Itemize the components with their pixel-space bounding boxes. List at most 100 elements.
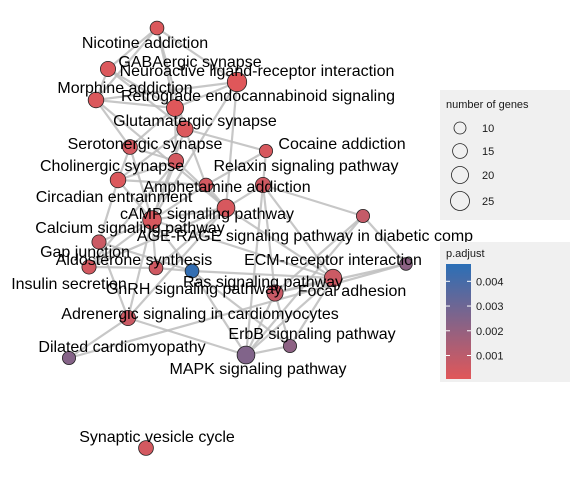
node-label-glutamatergic-synapse: Glutamatergic synapse [113,113,277,130]
edge-adrenergic-signaling-in-cardiomyocytes--mapk-signaling-pathway [127,316,247,357]
node-focal-adhesion [266,284,284,302]
node-neuroactive-ligand-receptor-interaction [226,71,248,93]
node-label-focal-adhesion: Focal adhesion [298,283,407,300]
node-aldosterone-synthesis [148,260,164,276]
node-label-dilated-cardiomyopathy: Dilated cardiomyopathy [38,339,205,356]
node-synaptic-vesicle-cycle [138,440,154,456]
edge-morphine-addiction--serotonergic-synapse [95,99,131,148]
node-label-insulin-secretion: Insulin secretion [11,276,127,293]
edge-ras-signaling-pathway--gnrh-signaling-pathway [191,269,334,280]
edge-ecm-receptor-interaction--dilated-cardiomyopathy [68,262,407,360]
edge-cholinergic-synapse--calcium-signaling-pathway [150,160,178,221]
node-gabaergic-synapse [100,61,117,78]
edge-cholinergic-synapse--circadian-entrainment [117,159,177,182]
edge-gap-junction--gnrh-signaling-pathway [98,240,193,273]
edge-gabaergic-synapse--retrograde-endocannabinoid-signaling [107,68,176,109]
color-legend-title: p.adjust [446,248,485,260]
edge-aldosterone-synthesis--insulin-secretion [88,265,157,270]
edge-glutamatergic-synapse--amphetamine-addiction [183,128,208,186]
edge-gap-junction--adrenergic-signaling-in-cardiomyocytes [97,241,130,319]
node-label-retrograde-endocannabinoid-signaling: Retrograde endocannabinoid signaling [121,88,395,105]
node-label-synaptic-vesicle-cycle: Synaptic vesicle cycle [79,429,235,446]
node-nicotine-addiction [149,20,165,36]
color-legend-tick-label: 0.001 [476,351,504,363]
color-legend-tick-label: 0.004 [476,276,504,288]
node-dilated-cardiomyopathy [62,350,77,365]
node-label-adrenergic-signaling-in-cardiomyocytes: Adrenergic signaling in cardiomyocytes [61,306,338,323]
color-legend-bar [446,264,471,379]
node-adrenergic-signaling-in-cardiomyocytes [120,309,137,326]
edge-cocaine-addiction--amphetamine-addiction [205,150,267,186]
node-relaxin-signaling-pathway [254,176,271,193]
edge-gabaergic-synapse--glutamatergic-synapse [107,68,186,130]
color-legend-tick-label: 0.003 [476,301,504,313]
node-label-aldosterone-synthesis: Aldosterone synthesis [56,252,213,269]
color-legend-tick-label: 0.002 [476,326,504,338]
node-label-gnrh-signaling-pathway: GnRH signaling pathway [106,281,282,298]
edge-nicotine-addiction--neuroactive-ligand-receptor-interaction [156,27,238,83]
edge-camp-signaling-pathway--adrenergic-signaling-in-cardiomyocytes [127,207,227,319]
label-layer: Nicotine addiction GABAergic synapseNeuro… [11,35,473,446]
node-label-camp-signaling-pathway: cAMP signaling pathway [120,206,294,223]
edge-neuroactive-ligand-receptor-interaction--retrograde-endocannabinoid-signaling [174,80,238,110]
node-label-age-rage-signaling-pathway-in-diabetic-comp: AGE-RAGE signaling pathway in diabetic c… [137,228,473,245]
node-gnrh-signaling-pathway [184,263,200,279]
size-legend: 10 15 20 25 [450,121,494,211]
node-label-relaxin-signaling-pathway: Relaxin signaling pathway [214,158,399,175]
node-retrograde-endocannabinoid-signaling [166,99,184,117]
edge-neuroactive-ligand-receptor-interaction--calcium-signaling-pathway [151,81,238,221]
edge-age-rage-signaling-pathway-in-diabetic-comp--ecm-receptor-interaction [362,215,407,265]
node-label-amphetamine-addiction: Amphetamine addiction [143,179,310,196]
size-legend-label-20: 20 [482,170,494,182]
edge-adrenergic-signaling-in-cardiomyocytes--dilated-cardiomyopathy [68,317,129,359]
node-age-rage-signaling-pathway-in-diabetic-comp [355,208,370,223]
edge-camp-signaling-pathway--insulin-secretion [88,206,227,269]
node-amphetamine-addiction [198,177,214,193]
edge-ras-signaling-pathway--erbb-signaling-pathway [289,277,334,347]
size-legend-label-10: 10 [482,123,494,135]
node-layer [62,20,413,456]
node-camp-signaling-pathway [216,198,236,218]
edge-nicotine-addiction--gabaergic-synapse [107,27,158,70]
node-cholinergic-synapse [167,152,184,169]
node-label-circadian-entrainment: Circadian entrainment [36,189,193,206]
edge-age-rage-signaling-pathway-in-diabetic-comp--focal-adhesion [274,215,364,294]
node-label-ecm-receptor-interaction: ECM-receptor interaction [244,252,422,269]
size-legend-label-25: 25 [482,196,494,208]
node-insulin-secretion [81,259,97,275]
edge-circadian-entrainment--amphetamine-addiction [117,178,207,187]
node-serotonergic-synapse [122,139,138,155]
size-legend-circle-25 [450,191,470,211]
edge-neuroactive-ligand-receptor-interaction--morphine-addiction [95,80,238,102]
edge-ras-signaling-pathway--focal-adhesion [274,276,334,295]
edge-ras-signaling-pathway--mapk-signaling-pathway [245,277,334,356]
edge-focal-adhesion--mapk-signaling-pathway [245,292,276,356]
edge-calcium-signaling-pathway--adrenergic-signaling-in-cardiomyocytes [126,219,154,319]
node-glutamatergic-synapse [176,120,194,138]
node-cocaine-addiction [258,143,273,158]
edge-gnrh-signaling-pathway--erbb-signaling-pathway [191,270,291,347]
node-label-calcium-signaling-pathway: Calcium signaling pathway [35,220,224,237]
edge-focal-adhesion--erbb-signaling-pathway [273,292,292,347]
size-legend-circle-20 [451,166,469,184]
size-legend-circle-15 [452,143,468,159]
edge-serotonergic-synapse--cholinergic-synapse [129,145,177,163]
edge-camp-signaling-pathway--calcium-signaling-pathway [151,206,227,222]
node-mapk-signaling-pathway [236,345,256,365]
edge-morphine-addiction--retrograde-endocannabinoid-signaling [95,98,176,110]
node-label-gabaergic-synapse: GABAergic synapse [118,54,261,71]
edge-camp-signaling-pathway--ras-signaling-pathway [225,207,334,279]
node-label-serotonergic-synapse: Serotonergic synapse [68,136,223,153]
node-ecm-receptor-interaction [399,257,413,271]
edge-glutamatergic-synapse--cocaine-addiction [184,127,267,153]
node-label-cholinergic-synapse: Cholinergic synapse [40,158,184,175]
size-legend-background [440,90,570,220]
edge-age-rage-signaling-pathway-in-diabetic-comp--relaxin-signaling-pathway [262,183,364,218]
node-morphine-addiction [87,91,105,109]
edge-amphetamine-addiction--calcium-signaling-pathway [151,184,207,221]
edge-camp-signaling-pathway--aldosterone-synthesis [155,207,227,269]
color-legend-ticks: 0.001 0.002 0.003 0.004 [446,276,504,363]
edge-serotonergic-synapse--calcium-signaling-pathway [128,146,154,221]
